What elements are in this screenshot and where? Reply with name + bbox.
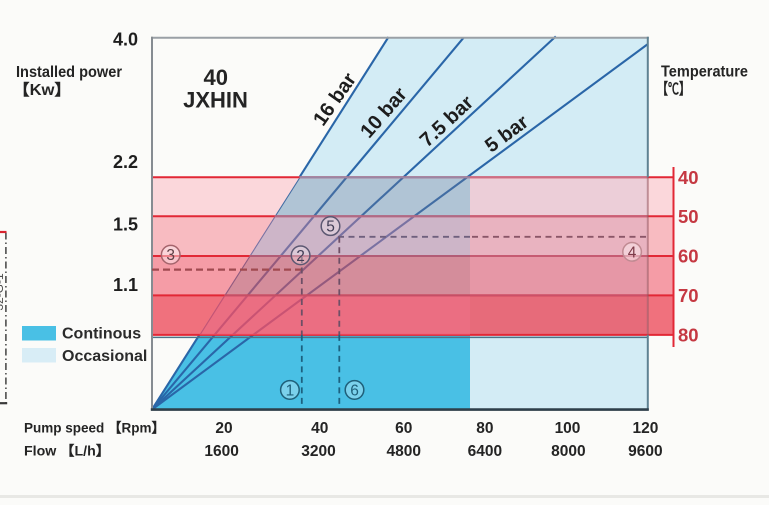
svg-text:40: 40 xyxy=(311,420,328,437)
svg-text:6: 6 xyxy=(350,382,359,399)
svg-text:1600: 1600 xyxy=(204,443,238,460)
svg-text:【℃】: 【℃】 xyxy=(657,80,690,98)
svg-text:3200: 3200 xyxy=(301,443,335,460)
svg-text:Continous: Continous xyxy=(62,326,141,343)
svg-text:5: 5 xyxy=(326,219,335,236)
svg-text:100: 100 xyxy=(555,420,581,437)
svg-text:20: 20 xyxy=(215,420,232,437)
svg-text:2.2: 2.2 xyxy=(113,152,138,172)
svg-text:4.0: 4.0 xyxy=(113,30,138,50)
svg-text:Temperature: Temperature xyxy=(661,64,748,81)
svg-text:3: 3 xyxy=(166,247,175,264)
svg-text:Pump speed 【Rpm】: Pump speed 【Rpm】 xyxy=(24,420,165,435)
svg-text:80: 80 xyxy=(476,420,493,437)
svg-text:60: 60 xyxy=(678,246,699,267)
svg-text:Flow 【L/h】: Flow 【L/h】 xyxy=(24,444,110,459)
svg-text:70: 70 xyxy=(678,285,699,306)
svg-text:120: 120 xyxy=(632,420,658,437)
svg-text:1.5: 1.5 xyxy=(113,214,138,234)
svg-text:JXHIN: JXHIN xyxy=(183,88,248,113)
svg-text:【Kw】: 【Kw】 xyxy=(13,81,71,99)
svg-text:Occasional: Occasional xyxy=(62,348,147,365)
svg-text:50: 50 xyxy=(678,206,699,227)
svg-text:40: 40 xyxy=(678,167,699,188)
svg-text:1: 1 xyxy=(286,382,295,399)
svg-text:80: 80 xyxy=(678,325,699,346)
svg-text:1.1: 1.1 xyxy=(113,275,138,295)
svg-text:4: 4 xyxy=(628,244,637,261)
svg-text:40: 40 xyxy=(204,65,228,90)
svg-text:6400: 6400 xyxy=(468,443,502,460)
svg-text:8000: 8000 xyxy=(551,443,585,460)
svg-text:32-G-1: 32-G-1 xyxy=(0,273,6,311)
svg-text:9600: 9600 xyxy=(628,443,662,460)
svg-text:60: 60 xyxy=(395,420,412,437)
svg-text:2: 2 xyxy=(296,248,305,265)
svg-text:Installed power: Installed power xyxy=(16,64,122,81)
svg-text:4800: 4800 xyxy=(387,443,421,460)
